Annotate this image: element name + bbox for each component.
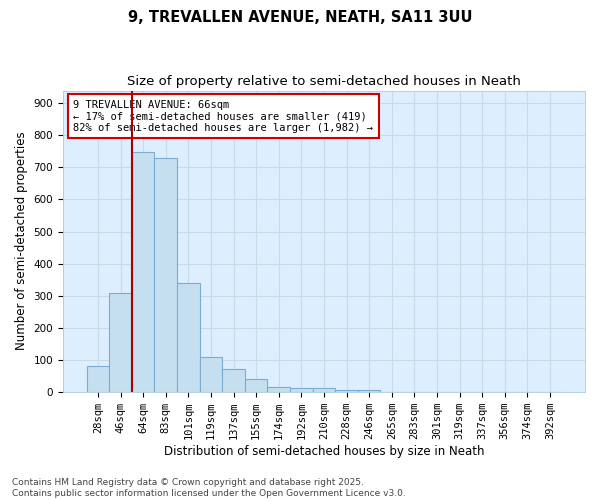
Bar xyxy=(222,370,245,392)
Text: 9, TREVALLEN AVENUE, NEATH, SA11 3UU: 9, TREVALLEN AVENUE, NEATH, SA11 3UU xyxy=(128,10,472,25)
Bar xyxy=(245,379,268,392)
Y-axis label: Number of semi-detached properties: Number of semi-detached properties xyxy=(15,132,28,350)
X-axis label: Distribution of semi-detached houses by size in Neath: Distribution of semi-detached houses by … xyxy=(164,444,484,458)
Text: Contains HM Land Registry data © Crown copyright and database right 2025.
Contai: Contains HM Land Registry data © Crown c… xyxy=(12,478,406,498)
Bar xyxy=(335,390,358,392)
Bar xyxy=(358,390,380,392)
Bar xyxy=(290,388,313,392)
Bar xyxy=(200,357,222,392)
Bar xyxy=(268,387,290,392)
Bar xyxy=(177,283,200,392)
Bar xyxy=(313,388,335,392)
Bar xyxy=(86,366,109,392)
Bar xyxy=(132,152,154,392)
Title: Size of property relative to semi-detached houses in Neath: Size of property relative to semi-detach… xyxy=(127,75,521,88)
Bar xyxy=(109,294,132,392)
Text: 9 TREVALLEN AVENUE: 66sqm
← 17% of semi-detached houses are smaller (419)
82% of: 9 TREVALLEN AVENUE: 66sqm ← 17% of semi-… xyxy=(73,100,373,133)
Bar xyxy=(154,158,177,392)
